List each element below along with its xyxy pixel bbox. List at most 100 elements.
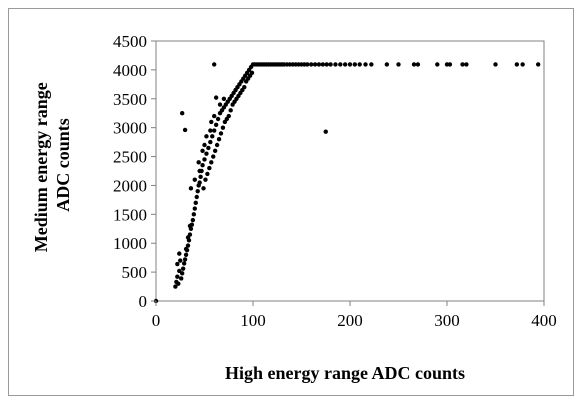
data-point: [173, 284, 178, 289]
data-point: [242, 85, 247, 90]
data-points: [153, 62, 541, 304]
data-point: [175, 274, 180, 279]
data-point: [535, 62, 541, 67]
data-point: [460, 62, 465, 67]
data-point: [520, 62, 525, 67]
data-point: [202, 157, 207, 162]
data-point: [352, 62, 358, 67]
data-point: [183, 246, 189, 252]
plot-area: [155, 40, 545, 302]
data-point: [226, 113, 231, 119]
data-point: [213, 122, 219, 127]
data-point: [197, 180, 202, 185]
x-tick-label: 100: [240, 311, 266, 330]
data-point: [514, 62, 520, 67]
data-point: [181, 261, 187, 266]
data-point: [188, 186, 194, 191]
data-point: [207, 165, 212, 171]
data-point: [213, 95, 219, 100]
data-point: [396, 62, 401, 67]
data-point: [214, 142, 220, 148]
data-point: [216, 137, 222, 142]
data-point: [309, 62, 314, 67]
x-tick-label: 200: [337, 311, 363, 330]
data-point: [217, 102, 223, 107]
data-point: [198, 174, 203, 179]
data-point: [212, 113, 217, 119]
data-point: [211, 154, 216, 159]
y-axis-title: Medium energy range ADC counts: [31, 78, 73, 252]
data-point: [209, 160, 214, 165]
data-point: [202, 142, 207, 148]
x-tick-label: 0: [152, 311, 161, 330]
y-axis-title-line-2: ADC counts: [53, 118, 73, 212]
data-point: [185, 243, 191, 248]
data-point: [316, 62, 322, 67]
x-tick-label: 300: [434, 311, 460, 330]
y-tick-label: 4500: [113, 32, 147, 51]
y-tick-label: 2500: [113, 148, 147, 167]
x-tick-label: 400: [531, 311, 557, 330]
data-point: [179, 276, 184, 281]
data-point: [208, 139, 213, 145]
data-point: [182, 257, 188, 262]
y-tick-label: 4000: [113, 61, 147, 80]
data-point: [305, 62, 310, 67]
data-point: [204, 151, 209, 156]
data-point: [218, 131, 224, 136]
data-point: [342, 62, 348, 67]
data-point: [193, 200, 198, 205]
data-point: [212, 62, 217, 67]
data-point: [228, 108, 233, 113]
data-point: [323, 129, 328, 134]
data-point: [197, 168, 202, 174]
data-point: [220, 125, 226, 130]
data-point: [212, 128, 217, 133]
data-point: [179, 111, 185, 116]
data-point: [415, 62, 421, 67]
data-point: [176, 281, 181, 286]
data-point: [187, 223, 193, 229]
data-point: [209, 119, 214, 125]
data-point: [195, 189, 200, 194]
data-point: [249, 70, 255, 75]
data-point: [338, 62, 343, 67]
data-point: [435, 62, 440, 67]
y-axis-ticks: 0 500 1000 1500 2000 2500 3000 3500 4000 4500: [113, 32, 156, 311]
chart-frame: 0 500 1000 1500 2000 2500 3000 3500 4000 4500 0 10…: [8, 8, 574, 396]
data-point: [179, 271, 185, 276]
data-point: [320, 62, 326, 67]
y-axis-title-line-1: Medium energy range: [31, 82, 51, 252]
data-point: [175, 261, 180, 267]
x-axis-ticks: 0 100 200 300 400: [152, 301, 557, 330]
data-point: [191, 212, 197, 217]
data-point: [185, 235, 191, 240]
y-tick-label: 0: [139, 292, 148, 311]
data-point: [190, 217, 196, 223]
data-point: [464, 62, 469, 67]
scatter-chart: 0 500 1000 1500 2000 2500 3000 3500 4000 4500 0 10…: [31, 32, 557, 383]
y-tick-label: 500: [122, 263, 148, 282]
data-point: [204, 134, 209, 139]
data-point: [206, 145, 211, 151]
data-point: [208, 128, 213, 133]
data-point: [369, 62, 374, 67]
data-point: [210, 134, 215, 139]
y-tick-label: 3500: [113, 90, 147, 109]
data-point: [384, 62, 390, 67]
data-point: [215, 116, 221, 122]
data-point: [221, 96, 227, 101]
data-point: [324, 62, 329, 67]
data-point: [203, 177, 208, 182]
y-tick-label: 1500: [113, 205, 147, 224]
data-point: [328, 62, 333, 67]
data-point: [177, 251, 182, 256]
plot-border: [155, 40, 545, 302]
data-point: [201, 186, 206, 191]
data-point: [194, 194, 199, 200]
data-point: [205, 171, 210, 177]
data-point: [200, 148, 205, 153]
data-point: [357, 62, 362, 67]
data-point: [183, 252, 189, 257]
data-point: [192, 177, 197, 182]
